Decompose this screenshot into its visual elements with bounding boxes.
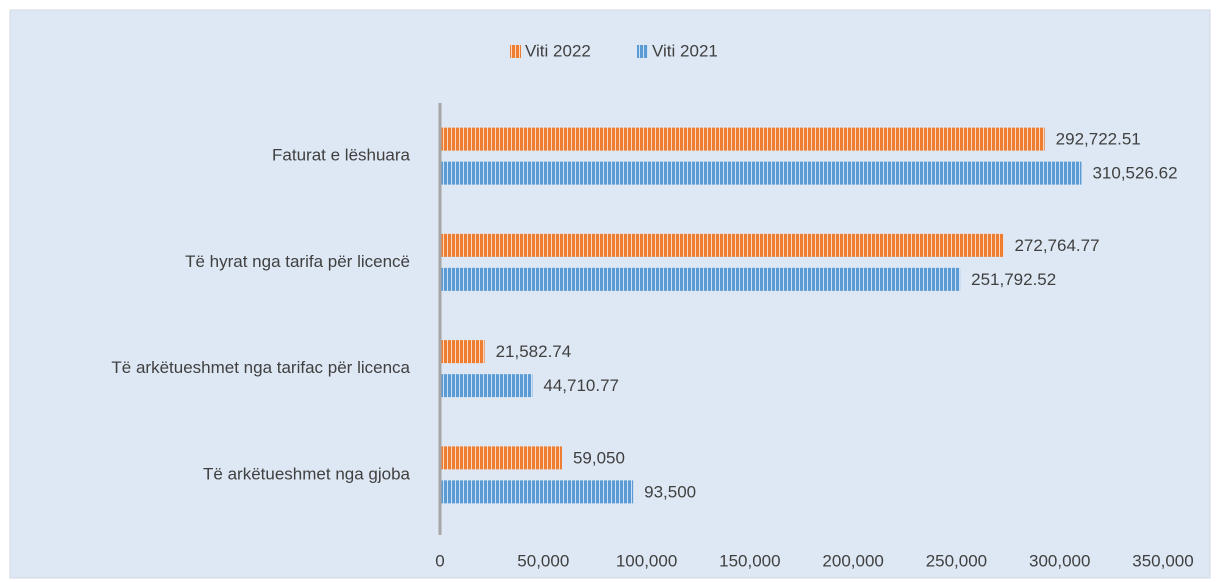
x-tick-label: 350,000 <box>1132 551 1193 570</box>
bar <box>440 267 961 291</box>
value-label: 93,500 <box>644 482 696 501</box>
y-tick-label: Të hyrat nga tarifa për licencë <box>185 252 410 271</box>
x-tick-label: 50,000 <box>517 551 569 570</box>
y-tick-label: Të arkëtueshmet nga gjoba <box>203 464 411 483</box>
x-tick-label: 200,000 <box>822 551 883 570</box>
value-label: 310,526.62 <box>1092 164 1177 183</box>
x-tick-label: 250,000 <box>926 551 987 570</box>
legend-swatch <box>510 45 521 58</box>
value-label: 251,792.52 <box>971 270 1056 289</box>
x-tick-label: 100,000 <box>616 551 677 570</box>
legend-label: Viti 2022 <box>525 41 591 60</box>
bar <box>440 340 485 364</box>
value-label: 21,582.74 <box>496 342 572 361</box>
legend-swatch <box>637 45 648 58</box>
y-tick-label: Faturat e lëshuara <box>272 146 411 165</box>
bar <box>440 446 562 470</box>
bar <box>440 161 1082 185</box>
value-label: 272,764.77 <box>1014 236 1099 255</box>
y-tick-label: Të arkëtueshmet nga tarifac për licenca <box>111 358 410 377</box>
value-label: 59,050 <box>573 448 625 467</box>
x-tick-label: 300,000 <box>1029 551 1090 570</box>
bar <box>440 480 634 504</box>
legend-label: Viti 2021 <box>652 41 718 60</box>
value-label: 292,722.51 <box>1056 130 1141 149</box>
value-label: 44,710.77 <box>543 376 619 395</box>
bar <box>440 127 1045 151</box>
x-tick-label: 0 <box>435 551 444 570</box>
bar <box>440 233 1004 257</box>
x-tick-label: 150,000 <box>719 551 780 570</box>
bar <box>440 374 533 398</box>
